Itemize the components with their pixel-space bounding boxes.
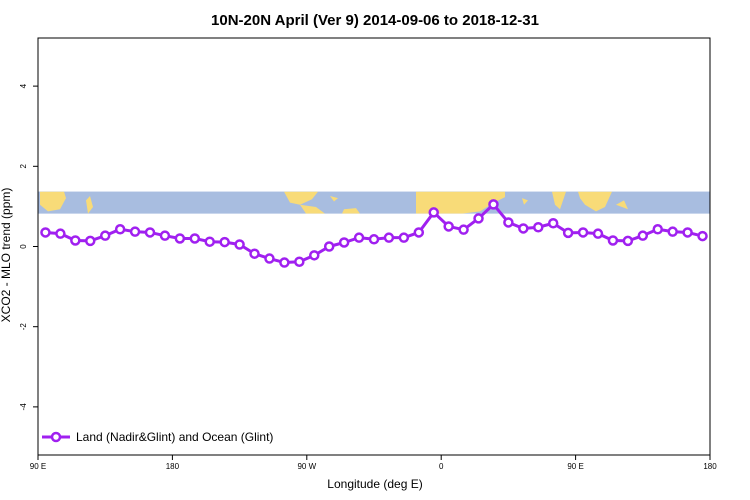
- data-point: [473, 213, 484, 224]
- data-point: [667, 226, 678, 237]
- x-tick-label: 90 E: [567, 462, 583, 471]
- map-land-shape: [616, 200, 628, 210]
- map-land-shape: [416, 191, 505, 214]
- data-point: [428, 207, 439, 218]
- y-tick-label: -4: [19, 403, 28, 411]
- data-point: [234, 239, 245, 250]
- legend: Land (Nadir&Glint) and Ocean (Glint): [42, 430, 273, 444]
- data-point: [518, 223, 529, 234]
- data-point: [398, 232, 410, 243]
- data-point: [40, 227, 51, 238]
- y-tick-label: -2: [19, 323, 28, 331]
- data-point: [279, 257, 290, 268]
- data-point: [503, 217, 514, 228]
- y-axis: 4 2 0 -2 -4: [19, 83, 38, 410]
- y-tick-label: 4: [19, 83, 28, 88]
- data-point: [383, 232, 395, 243]
- chart-title: 10N-20N April (Ver 9) 2014-09-06 to 2018…: [211, 12, 539, 29]
- map-land-shape: [300, 204, 325, 214]
- x-tick-label: 0: [439, 462, 444, 471]
- map-land-shape: [284, 191, 318, 205]
- data-point: [338, 237, 350, 248]
- data-point: [129, 226, 141, 237]
- data-point: [443, 221, 454, 232]
- world-map-strip: [38, 191, 710, 214]
- data-point: [264, 253, 275, 264]
- map-ocean: [38, 191, 710, 214]
- data-point: [189, 233, 201, 244]
- data-point: [294, 256, 305, 267]
- data-point: [547, 217, 559, 229]
- data-point: [353, 232, 365, 243]
- data-point: [652, 224, 663, 235]
- data-point: [637, 230, 649, 241]
- data-point: [413, 227, 425, 238]
- map-land-shape: [552, 191, 566, 210]
- y-tick-label: 0: [19, 244, 28, 249]
- x-axis-label: Longitude (deg E): [327, 477, 422, 491]
- data-point: [114, 224, 126, 235]
- data-point: [607, 235, 619, 246]
- map-land-shape: [86, 195, 93, 214]
- map-land-shape: [330, 195, 338, 202]
- data-point: [562, 227, 574, 239]
- x-axis: 90 E 180 90 W 0 90 E 180: [30, 455, 717, 471]
- data-point: [682, 227, 693, 238]
- x-tick-label: 90 W: [297, 462, 316, 471]
- data-point: [323, 241, 335, 252]
- data-point: [174, 233, 186, 244]
- data-point: [458, 224, 469, 235]
- x-tick-label: 180: [703, 462, 717, 471]
- data-point: [533, 222, 544, 233]
- legend-label: Land (Nadir&Glint) and Ocean (Glint): [76, 430, 273, 444]
- data-point: [144, 227, 156, 238]
- data-point: [159, 230, 171, 241]
- data-point: [249, 248, 260, 259]
- data-point: [488, 199, 499, 210]
- data-point: [697, 230, 708, 242]
- map-land-shape: [522, 198, 528, 205]
- y-axis-label: XCO2 - MLO trend (ppm): [0, 188, 13, 323]
- data-point: [309, 250, 320, 261]
- map-land-shape: [578, 191, 612, 212]
- x-tick-label: 180: [166, 462, 180, 471]
- map-land-shape: [342, 208, 360, 214]
- data-point: [622, 235, 634, 247]
- map-land-shape: [40, 191, 66, 212]
- plot-frame: [37, 37, 711, 456]
- series-group: [40, 199, 708, 268]
- data-point: [204, 236, 215, 247]
- data-point: [592, 228, 604, 239]
- y-tick-label: 2: [19, 164, 28, 169]
- data-point: [368, 234, 380, 245]
- data-point: [70, 235, 81, 246]
- data-point: [219, 236, 230, 248]
- data-point: [577, 227, 589, 238]
- x-tick-label: 90 E: [30, 462, 46, 471]
- data-point: [99, 230, 111, 241]
- data-point: [55, 228, 66, 239]
- data-point: [85, 235, 96, 247]
- legend-marker-swatch: [50, 431, 62, 443]
